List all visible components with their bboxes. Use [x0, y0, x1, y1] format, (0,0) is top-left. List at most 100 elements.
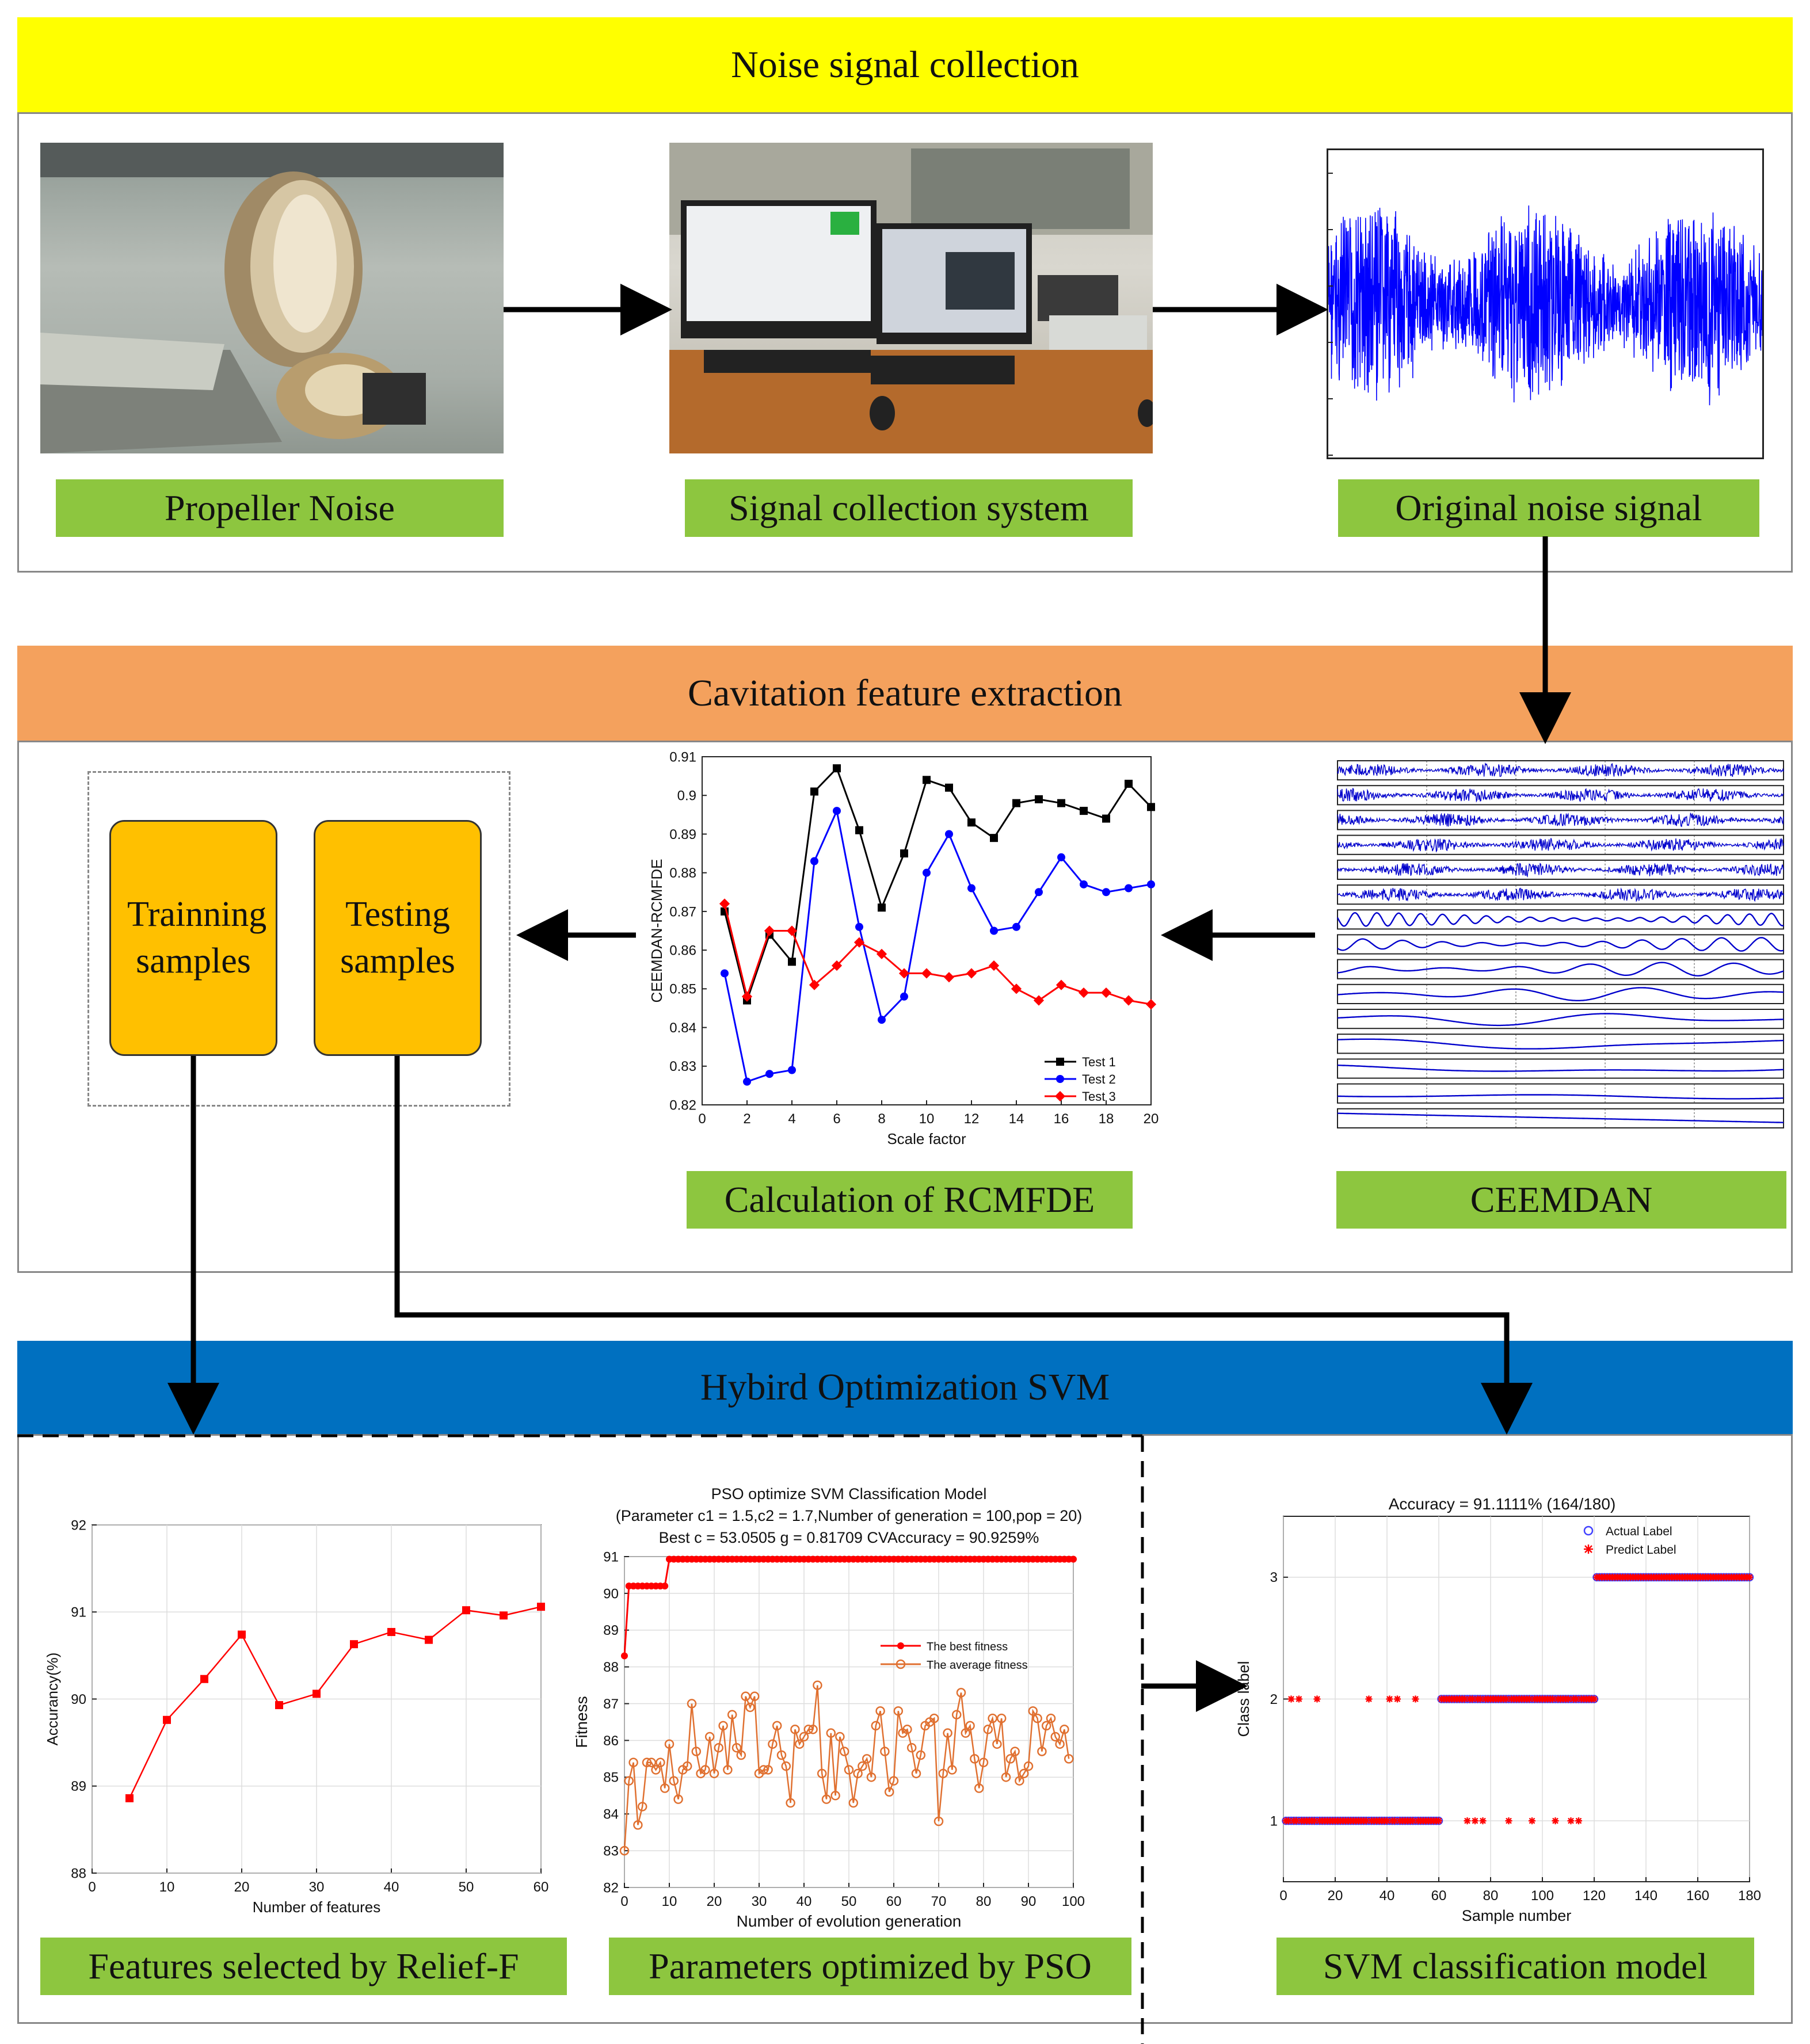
average-fitness-point — [646, 1757, 657, 1768]
predict-label-point — [1591, 1696, 1598, 1702]
average-fitness-point — [866, 1772, 877, 1782]
x-tick-label: 20 — [234, 1879, 250, 1895]
y-tick-label: 0.91 — [669, 751, 696, 765]
average-fitness-point — [943, 1728, 952, 1738]
legend-label: Actual Label — [1606, 1525, 1672, 1538]
relief-point — [313, 1690, 321, 1698]
average-fitness-point — [1028, 1706, 1038, 1716]
y-tick-label: 0.83 — [669, 1059, 696, 1074]
series-point-1 — [945, 783, 953, 792]
predict-label-point — [1464, 1817, 1470, 1824]
series-point-2 — [900, 992, 908, 1001]
imf-frame — [1337, 959, 1784, 979]
average-fitness-point — [768, 1739, 778, 1749]
series-point-2 — [1080, 880, 1088, 888]
predict-label-point — [1568, 1817, 1574, 1824]
best-fitness-point — [661, 1582, 669, 1590]
legend-label: Predict Label — [1606, 1543, 1676, 1557]
predict-label-point — [1412, 1696, 1419, 1702]
series-point-1 — [1080, 807, 1088, 815]
x-tick-label: 20 — [1144, 1111, 1159, 1127]
series-point-2 — [855, 922, 863, 931]
predict-label-point — [1575, 1817, 1582, 1824]
y-tick-label: 86 — [603, 1733, 619, 1749]
legend-label: The best fitness — [927, 1641, 1008, 1653]
average-fitness-point — [704, 1732, 715, 1742]
y-axis-label: Accurancy(%) — [44, 1653, 61, 1746]
predict-label-point — [1573, 1696, 1579, 1702]
average-fitness-point — [988, 1713, 997, 1723]
training-samples-box: Trainning samples — [109, 820, 277, 1056]
series-point-3 — [1100, 987, 1112, 998]
x-tick-label: 80 — [1483, 1888, 1499, 1904]
x-axis-label: Scale factor — [887, 1130, 966, 1147]
predict-label-point — [1363, 1817, 1370, 1824]
average-fitness-point — [961, 1728, 971, 1738]
imf-trace — [1337, 837, 1784, 853]
predict-label-point — [1384, 1817, 1390, 1824]
average-fitness-point — [1041, 1721, 1051, 1731]
series-point-1 — [833, 764, 841, 773]
relief-line — [128, 1606, 542, 1799]
average-fitness-point — [1055, 1739, 1065, 1749]
series-point-2 — [923, 868, 931, 877]
series-point-3 — [876, 948, 887, 959]
imf-trace — [1337, 1064, 1784, 1072]
average-fitness-point — [803, 1725, 814, 1734]
y-tick-label: 0.84 — [669, 1020, 696, 1036]
noise-waveform — [1328, 205, 1762, 406]
series-point-1 — [967, 818, 976, 827]
relief-point — [387, 1628, 395, 1637]
average-fitness-point — [1037, 1746, 1047, 1756]
label-ceemdan: CEEMDAN — [1336, 1171, 1786, 1229]
average-fitness-point — [619, 1845, 630, 1856]
arrow-testing-to-svm — [394, 1056, 1533, 1435]
average-fitness-point — [1015, 1776, 1024, 1786]
average-fitness-point — [633, 1820, 643, 1830]
series-point-2 — [1102, 888, 1110, 897]
y-tick-label: 91 — [71, 1605, 86, 1620]
x-tick-label: 50 — [841, 1894, 857, 1909]
average-fitness-point — [826, 1728, 836, 1738]
average-fitness-point — [763, 1765, 773, 1775]
y-tick-label: 88 — [603, 1660, 619, 1675]
average-fitness-point — [956, 1688, 966, 1698]
average-fitness-point — [902, 1725, 912, 1734]
section-svm-title: Hybird Optimization SVM — [700, 1366, 1110, 1408]
series-point-2 — [990, 926, 998, 935]
series-point-2 — [788, 1066, 796, 1074]
average-fitness-point — [1019, 1768, 1029, 1779]
average-fitness-point — [651, 1765, 661, 1775]
best-fitness-point — [1070, 1555, 1077, 1563]
average-fitness-point — [848, 1798, 859, 1808]
average-fitness-point — [731, 1742, 742, 1753]
series-point-1 — [788, 958, 796, 966]
relief-point — [163, 1715, 171, 1724]
x-tick-label: 4 — [788, 1111, 795, 1127]
y-tick-label: 90 — [603, 1586, 619, 1601]
average-fitness-point — [1032, 1713, 1042, 1723]
y-tick-label: 88 — [71, 1866, 86, 1881]
series-point-2 — [1125, 884, 1133, 893]
x-tick-label: 90 — [1021, 1894, 1037, 1909]
average-fitness-point — [992, 1739, 1002, 1749]
x-tick-label: 14 — [1009, 1111, 1024, 1127]
predict-label-point — [1526, 1696, 1533, 1702]
average-fitness-point — [839, 1746, 849, 1756]
relief-point — [537, 1603, 545, 1611]
average-fitness-point — [786, 1798, 795, 1808]
y-tick-label: 83 — [603, 1844, 619, 1859]
section-collection-title: Noise signal collection — [731, 43, 1079, 86]
legend-marker — [1056, 1058, 1064, 1066]
average-fitness-point — [1001, 1772, 1011, 1782]
average-fitness-point — [933, 1816, 944, 1826]
average-fitness-point — [947, 1765, 957, 1775]
average-fitness-point — [642, 1757, 652, 1768]
average-fitness-point — [821, 1794, 832, 1804]
series-point-2 — [743, 1077, 751, 1086]
rcmfde-chart: 0 2 4 6 8 10 12 14 16 18 20 0.82 0.83 0.84 0.85 0.86 0.8… — [645, 751, 1180, 1165]
y-tick-label: 3 — [1270, 1570, 1278, 1585]
x-tick-label: 40 — [797, 1894, 812, 1909]
predict-label-point — [1392, 1817, 1398, 1824]
